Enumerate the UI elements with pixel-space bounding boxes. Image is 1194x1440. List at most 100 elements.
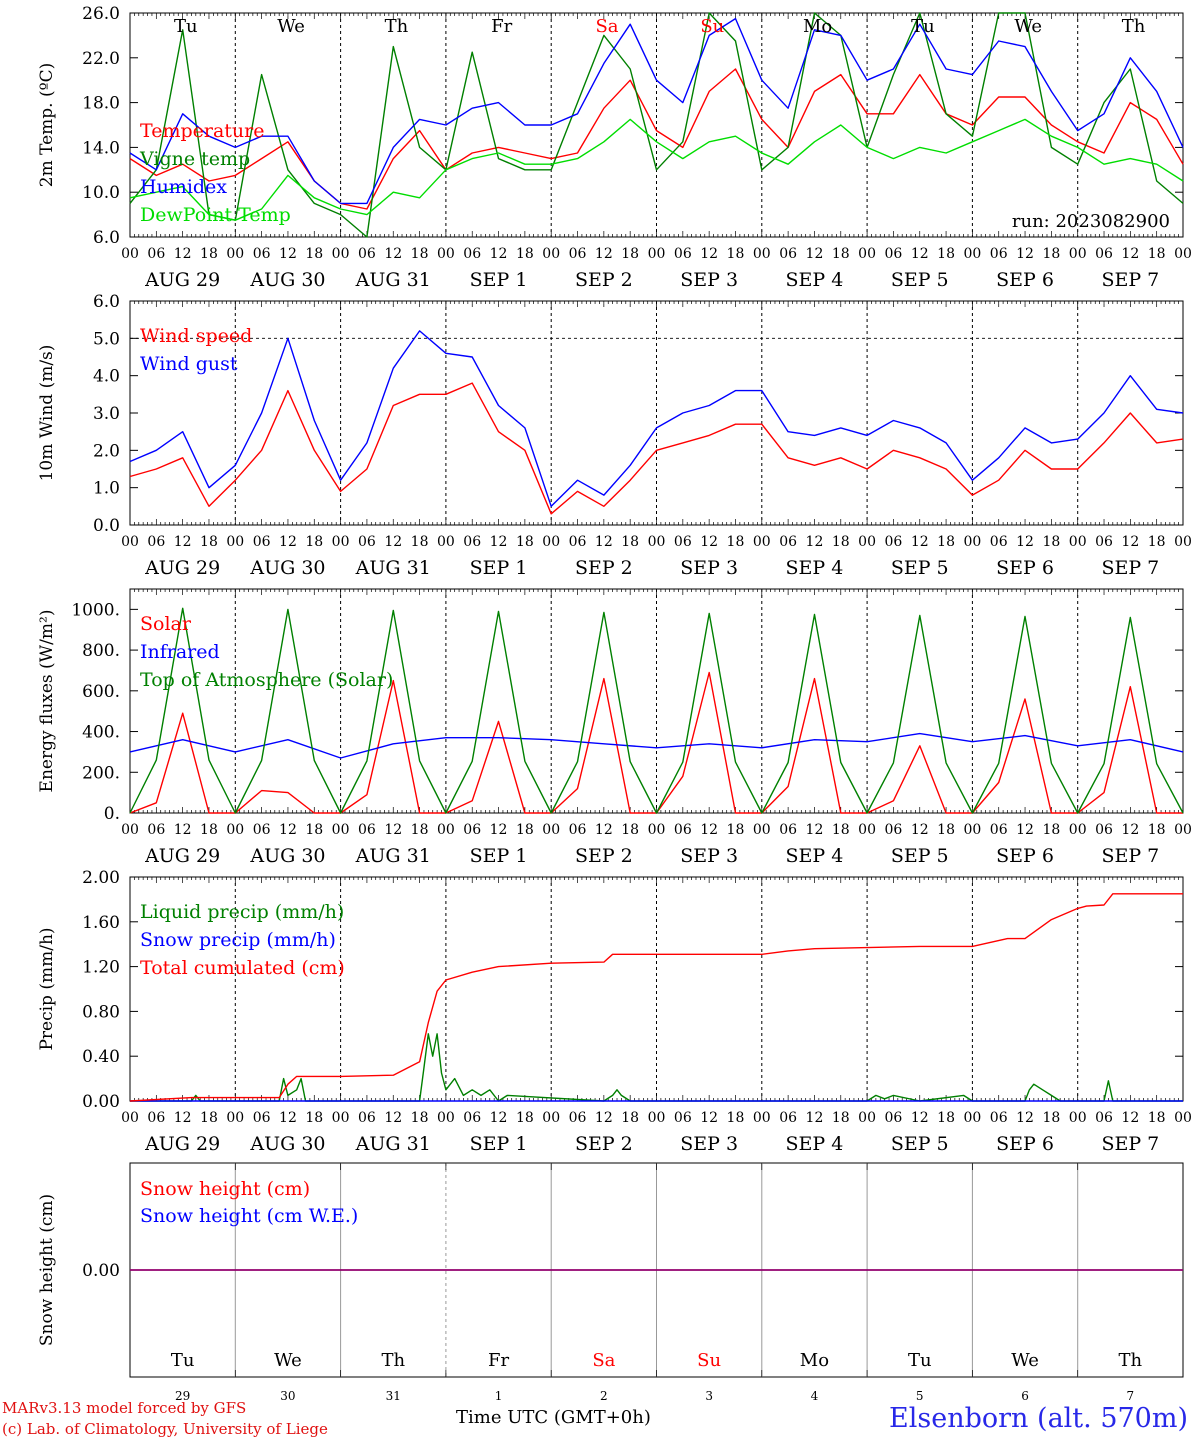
hour-tick-label: 06	[358, 1110, 376, 1126]
weekday-label: Th	[1119, 1350, 1143, 1371]
hour-tick-label: 12	[279, 1110, 297, 1126]
hour-tick-label: 06	[358, 822, 376, 838]
hour-tick-label: 00	[121, 534, 139, 550]
hour-tick-label: 06	[885, 1110, 903, 1126]
legend-entry: Snow precip (mm/h)	[140, 929, 336, 951]
weekday-label: Fr	[488, 1350, 509, 1371]
hour-tick-label: 12	[1016, 1110, 1034, 1126]
date-label: SEP 7	[1101, 1133, 1159, 1155]
hour-tick-label: 06	[253, 246, 271, 262]
y-tick-label: 400.	[82, 723, 120, 743]
weekday-label: Sa	[592, 1350, 615, 1371]
weekday-label: Tu	[171, 1350, 195, 1371]
hour-tick-label: 18	[516, 1110, 534, 1126]
hour-tick-label: 18	[832, 246, 850, 262]
y-tick-label: 0.00	[82, 1261, 120, 1281]
weekday-label: Mo	[800, 1350, 829, 1371]
y-tick-label: 22.0	[82, 49, 120, 69]
weekday-label: Su	[700, 16, 724, 37]
date-label: AUG 30	[249, 557, 325, 579]
hour-tick-label: 12	[1121, 534, 1139, 550]
hour-tick-label: 00	[858, 246, 876, 262]
y-axis-label: Precip (mm/h)	[37, 927, 57, 1050]
y-axis-label: 2m Temp. (ºC)	[37, 63, 57, 188]
hour-tick-label: 12	[595, 1110, 613, 1126]
hour-tick-label: 06	[253, 822, 271, 838]
weekday-label: Tu	[174, 16, 198, 37]
date-label: AUG 31	[355, 1133, 431, 1155]
series-line	[129, 607, 1184, 814]
hour-tick-label: 18	[411, 822, 429, 838]
y-tick-label: 14.0	[82, 138, 120, 158]
hour-tick-label: 00	[1069, 246, 1087, 262]
hour-tick-label: 06	[779, 534, 797, 550]
series-line	[130, 1033, 1183, 1102]
legend-entry: Snow height (cm)	[140, 1178, 310, 1200]
hour-tick-label: 12	[700, 534, 718, 550]
hour-tick-label: 12	[806, 1110, 824, 1126]
hour-tick-label: 00	[332, 822, 350, 838]
hour-tick-label: 00	[437, 246, 455, 262]
day-number-label: 5	[916, 1389, 924, 1403]
hour-tick-label: 12	[174, 534, 192, 550]
hour-tick-label: 00	[542, 822, 560, 838]
hour-tick-label: 06	[463, 822, 481, 838]
hour-tick-label: 06	[990, 1110, 1008, 1126]
date-label: SEP 2	[575, 557, 633, 579]
date-label: SEP 7	[1101, 845, 1159, 867]
date-label: SEP 5	[891, 557, 949, 579]
hour-tick-label: 06	[253, 534, 271, 550]
hour-tick-label: 00	[542, 246, 560, 262]
date-label: SEP 6	[996, 845, 1054, 867]
hour-tick-label: 12	[174, 1110, 192, 1126]
hour-tick-label: 00	[332, 1110, 350, 1126]
series-line	[129, 68, 1184, 210]
hour-tick-label: 18	[200, 246, 218, 262]
hour-tick-label: 12	[700, 246, 718, 262]
day-number-label: 7	[1127, 1389, 1135, 1403]
hour-tick-label: 06	[990, 822, 1008, 838]
hour-tick-label: 18	[200, 534, 218, 550]
hour-tick-label: 12	[384, 246, 402, 262]
hour-tick-label: 06	[253, 1110, 271, 1126]
date-label: SEP 4	[786, 269, 844, 291]
hour-tick-label: 06	[569, 246, 587, 262]
legend-entry: Top of Atmosphere (Solar)	[140, 669, 393, 691]
hour-tick-label: 12	[490, 534, 508, 550]
hour-tick-label: 00	[1069, 822, 1087, 838]
date-label: SEP 1	[470, 845, 528, 867]
date-label: AUG 29	[144, 269, 220, 291]
hour-tick-label: 18	[832, 822, 850, 838]
hour-tick-label: 18	[305, 1110, 323, 1126]
legend-entry: DewPoint Temp	[140, 204, 291, 226]
day-number-label: 2	[600, 1389, 608, 1403]
day-number-label: 6	[1021, 1389, 1029, 1403]
hour-tick-label: 00	[1174, 246, 1192, 262]
hour-tick-label: 06	[990, 246, 1008, 262]
y-tick-label: 26.0	[82, 4, 120, 24]
day-number-label: 31	[386, 1389, 401, 1403]
day-number-label: 3	[705, 1389, 713, 1403]
hour-tick-label: 12	[700, 1110, 718, 1126]
hour-tick-label: 12	[1016, 534, 1034, 550]
date-label: SEP 6	[996, 557, 1054, 579]
y-tick-label: 0.80	[82, 1002, 120, 1022]
day-number-label: 4	[811, 1389, 819, 1403]
hour-tick-label: 18	[411, 534, 429, 550]
hour-tick-label: 18	[727, 534, 745, 550]
hour-tick-label: 06	[463, 1110, 481, 1126]
hour-tick-label: 06	[674, 534, 692, 550]
hour-tick-label: 00	[753, 246, 771, 262]
weekday-label: We	[277, 16, 305, 37]
hour-tick-label: 00	[121, 822, 139, 838]
hour-tick-label: 18	[1148, 1110, 1166, 1126]
hour-tick-label: 18	[516, 534, 534, 550]
hour-tick-label: 18	[200, 822, 218, 838]
date-label: SEP 3	[680, 269, 738, 291]
hour-tick-label: 12	[384, 1110, 402, 1126]
hour-tick-label: 12	[490, 1110, 508, 1126]
hour-tick-label: 06	[147, 1110, 165, 1126]
hour-tick-label: 18	[621, 246, 639, 262]
hour-tick-label: 00	[226, 1110, 244, 1126]
hour-tick-label: 12	[1016, 246, 1034, 262]
